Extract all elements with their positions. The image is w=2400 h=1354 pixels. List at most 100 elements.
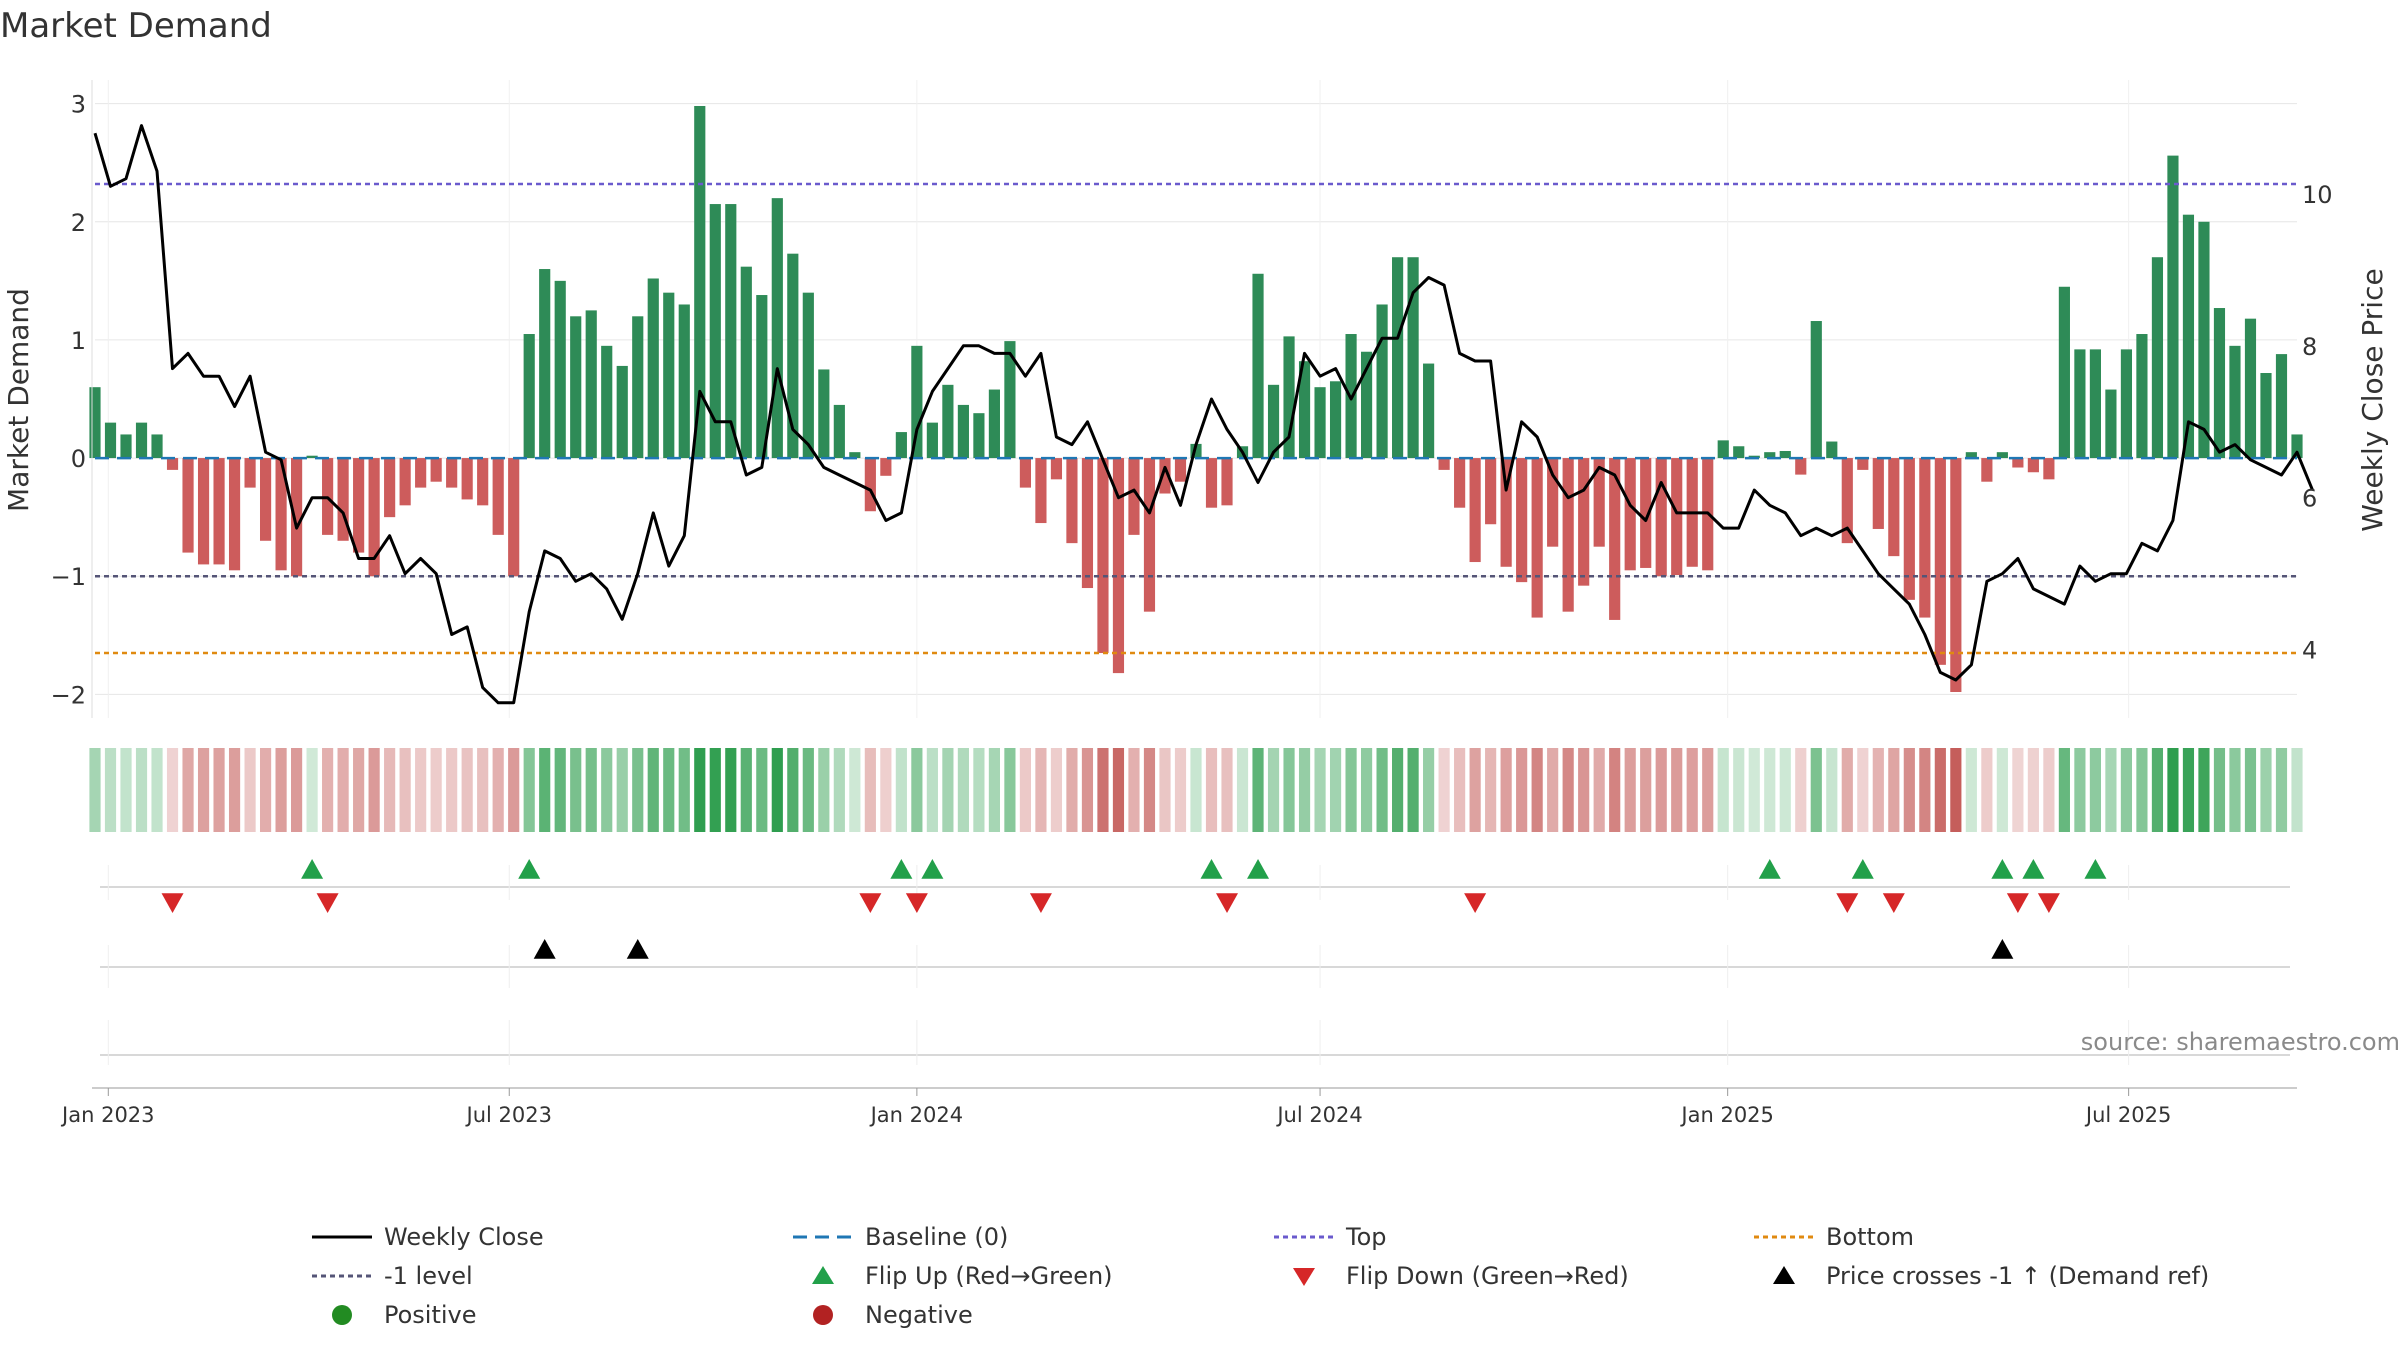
heat-cell <box>461 748 473 832</box>
x-tick-label: Jan 2025 <box>1679 1103 1774 1127</box>
legend-label: Flip Down (Green→Red) <box>1346 1262 1629 1290</box>
heat-cell <box>2167 748 2179 832</box>
heat-cell <box>306 748 318 832</box>
demand-bar-negative <box>1872 458 1884 529</box>
demand-bar-negative <box>1888 458 1900 557</box>
y-tick-left: −2 <box>51 681 86 709</box>
demand-bar-negative <box>2012 458 2024 468</box>
heat-cell <box>1950 748 1962 832</box>
demand-bar-negative <box>1609 458 1621 620</box>
demand-bar-positive <box>2260 373 2272 459</box>
demand-bar-positive <box>709 204 721 459</box>
demand-bar-negative <box>182 458 194 553</box>
y-tick-left: −1 <box>51 563 86 591</box>
demand-bar-positive <box>570 316 582 459</box>
demand-bar-positive <box>1329 381 1342 459</box>
heat-cell <box>120 748 132 832</box>
heat-cell <box>1965 748 1977 832</box>
demand-bar-positive <box>1392 257 1404 459</box>
heat-cell <box>554 748 566 832</box>
heat-cell <box>508 748 520 832</box>
heat-cell <box>368 748 380 832</box>
heat-cell <box>1934 748 1946 832</box>
flip-down-marker <box>2037 893 2060 913</box>
heat-cell <box>1423 748 1435 832</box>
legend-label: Positive <box>384 1301 477 1329</box>
demand-bar-negative <box>291 458 303 577</box>
demand-bar-negative <box>1795 458 1807 475</box>
heat-cell <box>1035 748 1047 832</box>
demand-bar-positive <box>1298 361 1311 459</box>
signal-panels <box>100 859 2290 1065</box>
demand-bar-positive <box>632 316 644 459</box>
demand-bar-positive <box>1252 273 1264 459</box>
heat-cell <box>1841 748 1853 832</box>
level-lines <box>95 182 2297 655</box>
x-tick-label: Jul 2025 <box>2084 1103 2171 1127</box>
flip-down-marker <box>1464 893 1487 913</box>
legend-label: Negative <box>865 1301 973 1329</box>
heat-cell <box>1686 748 1698 832</box>
heat-cell <box>616 748 628 832</box>
demand-bar-negative <box>1981 458 1993 482</box>
flip-up-marker <box>1200 859 1223 879</box>
demand-bar-negative <box>259 458 272 541</box>
flip-down-marker <box>1882 893 1905 913</box>
demand-bar-positive <box>2275 354 2288 459</box>
weekly-close-polyline <box>93 124 2314 705</box>
heat-cell <box>1996 748 2008 832</box>
heat-cell <box>1143 748 1156 832</box>
heat-cell <box>2012 748 2024 832</box>
heat-cell <box>1795 748 1807 832</box>
demand-bar-negative <box>1516 458 1528 583</box>
demand-bar-negative <box>337 458 349 541</box>
heat-cell <box>1903 748 1915 832</box>
demand-bar-positive <box>1764 452 1776 459</box>
heat-cell <box>2182 748 2195 832</box>
flip-up-marker <box>518 859 541 879</box>
heat-cell <box>2074 748 2086 832</box>
demand-bar-positive <box>1190 443 1202 459</box>
demand-bar-positive <box>306 455 318 459</box>
heat-cell <box>1190 748 1202 832</box>
demand-bar-negative <box>244 458 256 488</box>
heat-cell <box>1717 748 1729 832</box>
heat-cell <box>2275 748 2288 832</box>
heat-cell <box>89 748 101 832</box>
demand-bar-negative <box>353 458 365 553</box>
heat-cell <box>1826 748 1838 832</box>
heat-cell <box>1810 748 1822 832</box>
demand-bar-negative <box>197 458 210 565</box>
demand-bar-positive <box>2136 334 2148 459</box>
demand-bar-negative <box>1019 458 1032 488</box>
legend-swatch-negative <box>813 1305 833 1325</box>
heat-cell <box>802 748 814 832</box>
demand-bar-negative <box>415 458 427 488</box>
heat-cell <box>771 748 783 832</box>
heat-cell <box>1267 748 1280 832</box>
gridlines <box>95 80 2297 718</box>
demand-bars <box>89 105 2303 693</box>
heat-cell <box>1345 748 1357 832</box>
demand-bar-negative <box>1097 458 1109 654</box>
demand-bar-negative <box>492 458 504 535</box>
demand-bar-positive <box>1283 336 1295 459</box>
heat-cell <box>926 748 938 832</box>
heat-cell <box>197 748 210 832</box>
demand-bar-positive <box>2105 389 2117 459</box>
demand-bar-positive <box>2182 214 2195 459</box>
heat-cell <box>1764 748 1776 832</box>
demand-bar-negative <box>1919 458 1931 618</box>
heat-cell <box>2027 748 2039 832</box>
demand-bar-positive <box>740 266 752 459</box>
demand-bar-negative <box>1221 458 1233 506</box>
heat-cell <box>1671 748 1683 832</box>
demand-bar-positive <box>2120 349 2133 459</box>
heat-cell <box>2058 748 2070 832</box>
demand-bar-positive <box>2229 345 2241 459</box>
heat-cell <box>1702 748 1714 832</box>
heat-cell <box>259 748 272 832</box>
heat-cell <box>1593 748 1605 832</box>
legend-label: Price crosses -1 ↑ (Demand ref) <box>1826 1262 2209 1290</box>
